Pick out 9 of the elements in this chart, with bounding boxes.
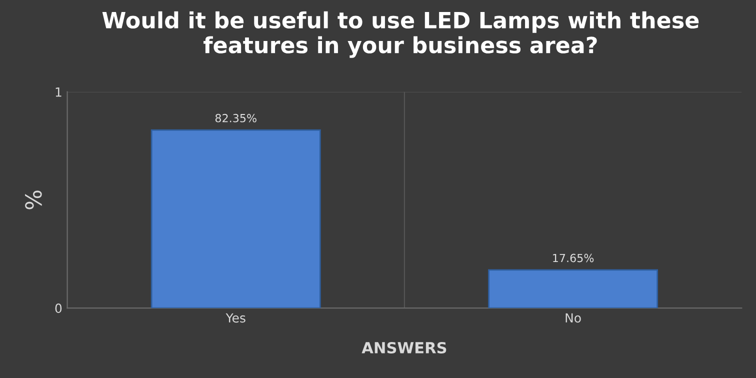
y-tick-label: 1 <box>56 87 62 97</box>
x-tick-label: No <box>566 313 581 323</box>
data-label: 82.35% <box>215 114 256 122</box>
x-axis-title: ANSWERS <box>362 342 446 354</box>
y-tick-label: 0 <box>55 304 62 313</box>
chart-title: Would it be useful to use LED Lamps with these features in your business area? <box>102 11 699 58</box>
x-tick-label: Yes <box>226 313 246 323</box>
y-axis-title: % <box>25 190 42 210</box>
data-label: 17.65% <box>553 254 594 262</box>
